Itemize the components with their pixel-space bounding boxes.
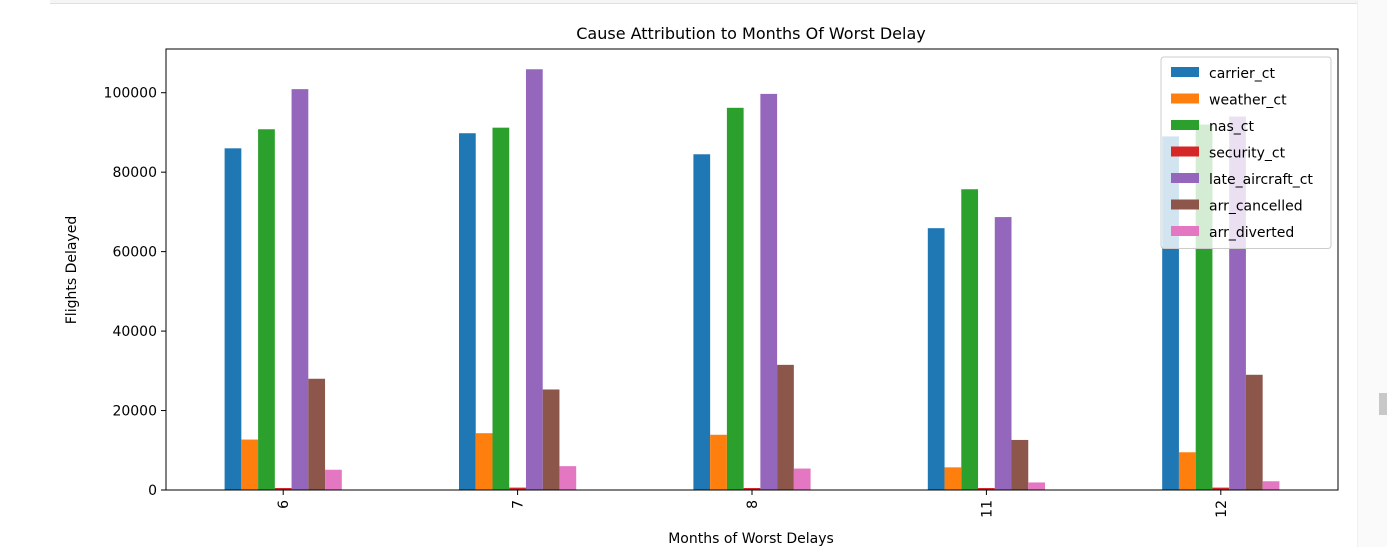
chart-title: Cause Attribution to Months Of Worst Del… — [576, 24, 926, 43]
bar-arr_diverted-11 — [1028, 482, 1045, 490]
bar-carrier_ct-11 — [927, 228, 945, 490]
bar-carrier_ct-7 — [459, 133, 476, 491]
y-tick-label: 60000 — [112, 245, 157, 261]
legend-label-carrier_ct: carrier_ct — [1209, 66, 1275, 82]
bar-carrier_ct-8 — [693, 154, 711, 490]
legend-label-late_aircraft_ct: late_aircraft_ct — [1209, 172, 1313, 188]
bar-security_ct-11 — [978, 488, 995, 490]
x-tick-label: 7 — [511, 500, 527, 509]
axes-layer: 0 20000 40000 60000 80000 100000 6 7 8 11 12 — [104, 48, 1339, 518]
legend-label-nas_ct: nas_ct — [1209, 119, 1254, 135]
bar-weather_ct-12 — [1178, 452, 1196, 490]
bar-nas_ct-8 — [726, 107, 744, 491]
legend-swatch-weather_ct — [1171, 93, 1199, 104]
legend-label-security_ct: security_ct — [1209, 146, 1286, 162]
legend-swatch-nas_ct — [1171, 120, 1199, 130]
bar-nas_ct-6 — [258, 129, 275, 490]
x-tick-label: 8 — [745, 500, 761, 509]
bar-late_aircraft_ct-8 — [760, 93, 778, 490]
bar-arr_diverted-8 — [793, 468, 811, 490]
legend-label-arr_diverted: arr_diverted — [1209, 225, 1294, 241]
bar-arr_cancelled-8 — [777, 364, 794, 490]
bar-weather_ct-8 — [710, 434, 727, 490]
scrollbar-thumb[interactable] — [1379, 393, 1387, 415]
bars-layer — [224, 69, 1280, 491]
bar-arr_diverted-6 — [325, 469, 342, 490]
bar-arr_cancelled-7 — [542, 389, 560, 490]
y-tick-label: 40000 — [112, 324, 157, 340]
bar-weather_ct-7 — [475, 433, 493, 490]
legend-label-arr_cancelled: arr_cancelled — [1209, 199, 1303, 215]
bar-arr_cancelled-12 — [1245, 374, 1263, 490]
x-tick-label: 12 — [1214, 500, 1230, 518]
bar-arr_diverted-7 — [559, 466, 577, 490]
legend-swatch-security_ct — [1171, 146, 1199, 157]
bar-late_aircraft_ct-7 — [525, 69, 543, 490]
legend: carrier_ct weather_ct nas_ct security_ctlat… — [1160, 56, 1332, 249]
legend-box — [1160, 56, 1332, 249]
legend-swatch-carrier_ct — [1171, 67, 1199, 77]
bar-carrier_ct-6 — [224, 148, 242, 490]
y-tick-label: 20000 — [112, 404, 157, 420]
legend-label-weather_ct: weather_ct — [1209, 93, 1287, 109]
bar-security_ct-7 — [509, 487, 526, 490]
bar-security_ct-12 — [1212, 487, 1230, 490]
bar-security_ct-8 — [743, 488, 761, 490]
bar-arr_cancelled-6 — [308, 378, 326, 490]
bar-late_aircraft_ct-6 — [291, 89, 309, 490]
x-tick-label: 11 — [979, 500, 995, 518]
y-tick-label: 0 — [148, 483, 157, 499]
bar-nas_ct-11 — [961, 189, 979, 490]
bar-security_ct-6 — [274, 488, 292, 490]
output-cell-top-border — [50, 0, 1357, 4]
bar-nas_ct-7 — [492, 127, 510, 490]
legend-swatch-late_aircraft_ct — [1171, 173, 1199, 183]
legend-swatch-arr_cancelled — [1171, 199, 1199, 210]
x-axis-label: Months of Worst Delays — [668, 531, 834, 547]
bar-weather_ct-6 — [241, 439, 259, 490]
legend-swatch-arr_diverted — [1171, 226, 1199, 236]
right-scroll-rail — [1357, 0, 1387, 547]
bar-weather_ct-11 — [944, 467, 962, 490]
y-tick-label: 100000 — [104, 86, 157, 102]
y-axis-label: Flights Delayed — [64, 216, 80, 324]
y-tick-label: 80000 — [112, 165, 157, 181]
x-tick-label: 6 — [276, 500, 292, 509]
bar-arr_cancelled-11 — [1011, 439, 1029, 490]
bar-arr_diverted-12 — [1262, 481, 1280, 490]
bar-late_aircraft_ct-11 — [994, 217, 1012, 490]
